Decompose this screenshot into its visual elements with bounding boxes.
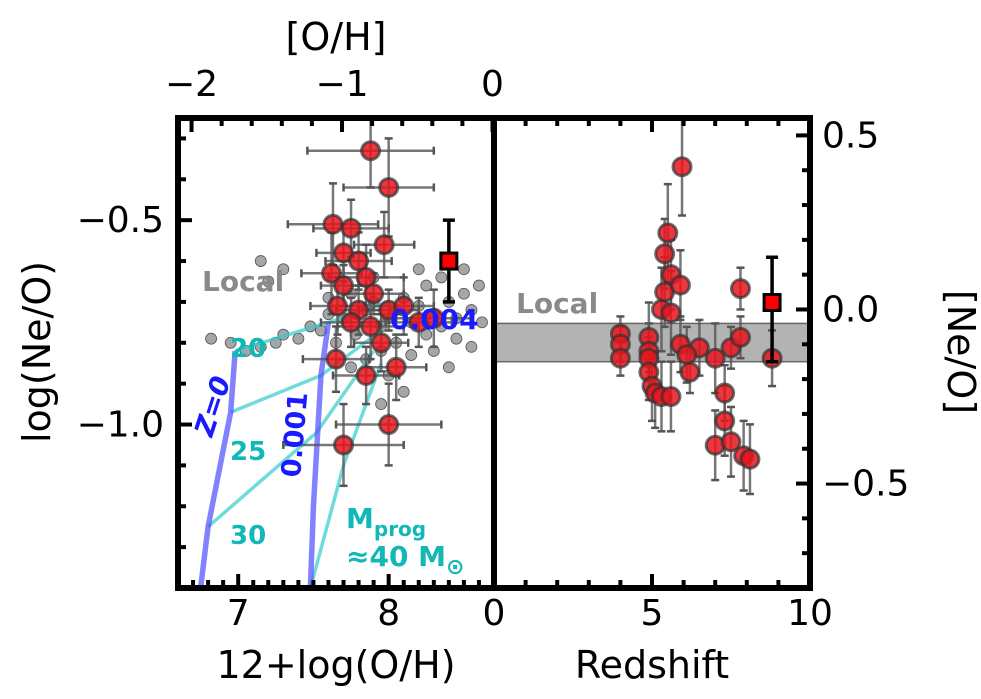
left-model-tracks: [197, 321, 332, 589]
local-point: [435, 271, 448, 284]
right-x-tick-label: 5: [641, 593, 664, 634]
jwst-point: [393, 295, 415, 317]
jwst-point: [355, 364, 377, 386]
jwst-point: [676, 344, 698, 366]
right-x-tick-label: 0: [483, 593, 506, 634]
right-y-tick-label: 0.5: [822, 115, 879, 156]
highlight-square: [439, 251, 459, 271]
jwst-point: [714, 410, 736, 432]
left-y-tick-label: −1.0: [77, 405, 164, 446]
jwst-point: [360, 140, 382, 162]
jwst-point: [333, 275, 355, 297]
jwst-point: [657, 222, 679, 244]
jwst-point: [340, 217, 362, 239]
jwst-point: [729, 326, 751, 348]
jwst-point: [609, 347, 631, 369]
local-point: [458, 263, 470, 276]
right-y-tick-label: 0.0: [822, 289, 879, 330]
local-point: [442, 361, 455, 374]
jwst-point: [739, 448, 761, 470]
jwst-point: [704, 347, 726, 369]
jwst-point: [333, 434, 355, 456]
top-x-tick-label: −2: [165, 64, 218, 105]
left-jwst-points: [282, 116, 473, 488]
jwst-point: [669, 274, 691, 296]
highlight-square: [762, 293, 782, 313]
mass-label-30: 30: [230, 521, 266, 551]
right-x-tick-label: 10: [787, 593, 833, 634]
jwst-point: [378, 414, 400, 436]
jwst-point: [322, 213, 344, 235]
jwst-point: [327, 295, 349, 317]
jwst-point: [370, 332, 392, 354]
jwst-point: [679, 361, 701, 383]
jwst-point: [720, 431, 742, 453]
jwst-point: [340, 311, 362, 333]
jwst-point: [654, 243, 676, 265]
track-label-0004: 0.004: [390, 303, 479, 336]
local-point: [473, 279, 485, 292]
left-x-tick-label: 7: [227, 593, 250, 634]
mprog-sun: ⊙: [446, 555, 464, 580]
local-point: [476, 316, 488, 329]
jwst-point: [360, 315, 382, 337]
left-xlabel: 12+log(O/H): [216, 643, 455, 687]
jwst-point: [378, 176, 400, 198]
track-label-0001: 0.001: [276, 391, 314, 479]
local-point: [277, 263, 290, 276]
top-x-tick-label: 0: [481, 64, 504, 105]
left-ylabel: log(Ne/O): [15, 261, 59, 443]
local-point: [450, 332, 463, 345]
local-point: [458, 287, 470, 300]
left-local-label: Local: [202, 265, 284, 298]
local-point: [345, 361, 357, 374]
jwst-point: [423, 307, 445, 329]
local-point: [405, 349, 418, 361]
jwst-point: [385, 356, 407, 378]
jwst-point: [660, 302, 682, 324]
local-point: [224, 336, 237, 349]
mprog-main: M: [346, 502, 374, 535]
jwst-point: [355, 266, 377, 288]
tick-labels: 7 8 −2 −1 0 −0.5 −1.0 0 5 10 0.5 0.0 −0.5: [77, 64, 910, 634]
top-xlabel: [O/H]: [286, 15, 387, 59]
jwst-point: [714, 382, 736, 404]
mprog-sub: prog: [374, 517, 426, 541]
left-x-tick-label: 8: [377, 593, 400, 634]
jwst-point: [373, 234, 395, 256]
mass-label-25: 25: [230, 437, 266, 467]
local-point: [465, 340, 478, 353]
mprog-eq: ≈40 M: [346, 540, 446, 573]
jwst-point: [325, 348, 347, 370]
local-point: [420, 279, 433, 292]
right-y-tick-label: −0.5: [822, 464, 909, 505]
jwst-point: [671, 156, 693, 178]
jwst-point: [363, 283, 385, 305]
jwst-point: [729, 278, 751, 300]
left-y-tick-label: −0.5: [77, 200, 164, 241]
right-xlabel: Redshift: [575, 643, 729, 687]
top-x-tick-label: −1: [315, 64, 368, 105]
right-ylabel: [Ne/O]: [939, 290, 981, 414]
local-point: [205, 332, 218, 345]
mprog-value: ≈40 M⊙: [346, 540, 464, 580]
right-local-label: Local: [516, 287, 598, 320]
model-track: [197, 350, 238, 589]
local-point: [397, 385, 410, 398]
jwst-point: [348, 250, 370, 272]
mprog-label: Mprog: [346, 502, 426, 541]
right-jwst-points: [609, 116, 783, 496]
local-point: [375, 398, 388, 410]
local-point: [254, 255, 267, 267]
jwst-point: [660, 386, 682, 408]
local-point: [262, 275, 275, 288]
jwst-point: [320, 262, 342, 284]
mass-label-20: 20: [230, 334, 266, 364]
right-panel-frame: [491, 115, 813, 591]
local-point: [412, 263, 425, 276]
model-track: [307, 321, 332, 589]
local-point: [292, 332, 305, 345]
